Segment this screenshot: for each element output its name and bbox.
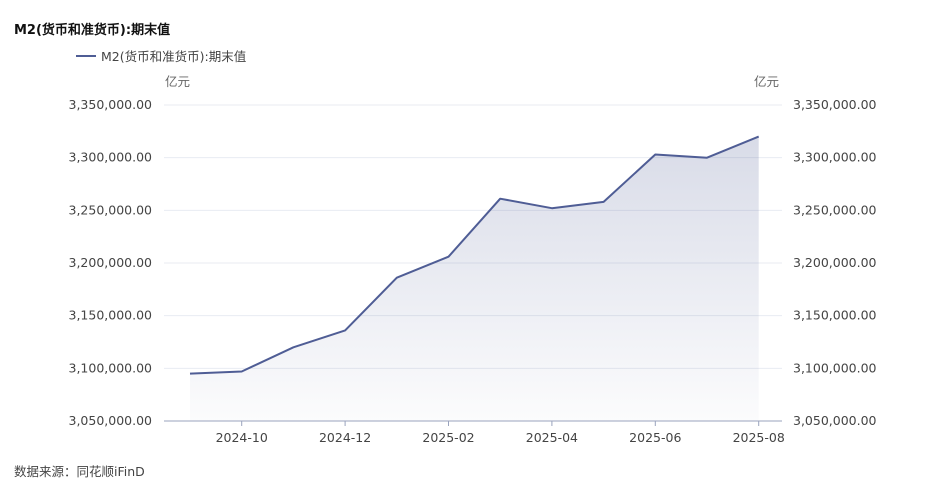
chart-title: M2(货币和准货币):期末值 xyxy=(14,23,171,38)
y-tick-label-right: 3,250,000.00 xyxy=(793,202,877,217)
y-tick-label-right: 3,300,000.00 xyxy=(793,150,877,165)
y-tick-label-right: 3,350,000.00 xyxy=(793,97,877,112)
x-tick-label: 2025-04 xyxy=(526,430,578,445)
y-tick-label-right: 3,150,000.00 xyxy=(793,308,877,323)
y-tick-label-left: 3,050,000.00 xyxy=(69,413,153,428)
y-tick-label-left: 3,350,000.00 xyxy=(69,97,153,112)
y-tick-label-left: 3,250,000.00 xyxy=(69,202,153,217)
y-axis-right-unit: 亿元 xyxy=(754,74,780,89)
y-tick-label-right: 3,200,000.00 xyxy=(793,255,877,270)
x-tick-label: 2025-08 xyxy=(733,430,785,445)
y-tick-label-left: 3,100,000.00 xyxy=(69,360,153,375)
x-tick-label: 2024-12 xyxy=(319,430,371,445)
legend-swatch xyxy=(76,54,96,57)
data-source: 数据来源：同花顺iFinD xyxy=(14,464,145,479)
series-area xyxy=(190,136,759,421)
series-line xyxy=(189,135,760,375)
y-tick-label-left: 3,200,000.00 xyxy=(69,255,153,270)
y-tick-label-right: 3,100,000.00 xyxy=(793,360,877,375)
y-tick-label-left: 3,150,000.00 xyxy=(69,308,153,323)
x-tick-label: 2024-10 xyxy=(216,430,268,445)
x-tick-label: 2025-02 xyxy=(422,430,474,445)
legend-label: M2(货币和准货币):期末值 xyxy=(101,49,247,64)
legend[interactable]: M2(货币和准货币):期末值 xyxy=(76,46,246,65)
y-tick-label-left: 3,300,000.00 xyxy=(69,150,153,165)
y-tick-label-right: 3,050,000.00 xyxy=(793,413,877,428)
y-axis-left-unit: 亿元 xyxy=(165,74,191,89)
x-tick-label: 2025-06 xyxy=(629,430,681,445)
